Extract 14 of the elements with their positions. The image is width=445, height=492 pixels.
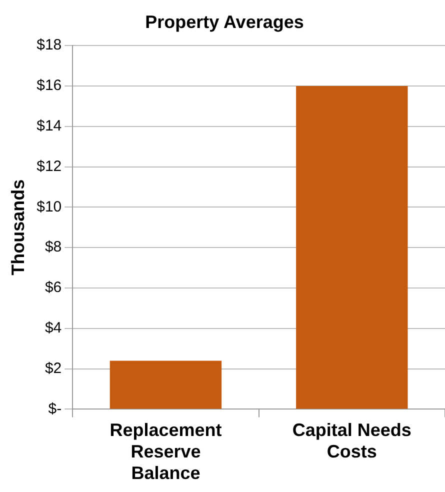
y-tick-label: $10 bbox=[36, 198, 62, 216]
x-tick-label: Capital Needs Costs bbox=[292, 420, 412, 462]
y-tick-label: $18 bbox=[36, 36, 62, 54]
y-tick-label: $8 bbox=[44, 238, 62, 256]
y-tick-label: $2 bbox=[44, 360, 62, 377]
y-tick-label: $- bbox=[48, 400, 62, 418]
x-tick-label: Replacement Reserve Balance bbox=[110, 420, 222, 484]
y-tick-label: $4 bbox=[44, 320, 62, 337]
y-tick-label: $14 bbox=[36, 118, 62, 135]
y-tick-label: $16 bbox=[36, 77, 62, 94]
y-tick-label: $6 bbox=[44, 279, 62, 296]
chart-title: Property Averages bbox=[145, 12, 304, 32]
y-axis-title: Thousands bbox=[8, 179, 28, 276]
y-tick-label: $12 bbox=[36, 158, 62, 175]
